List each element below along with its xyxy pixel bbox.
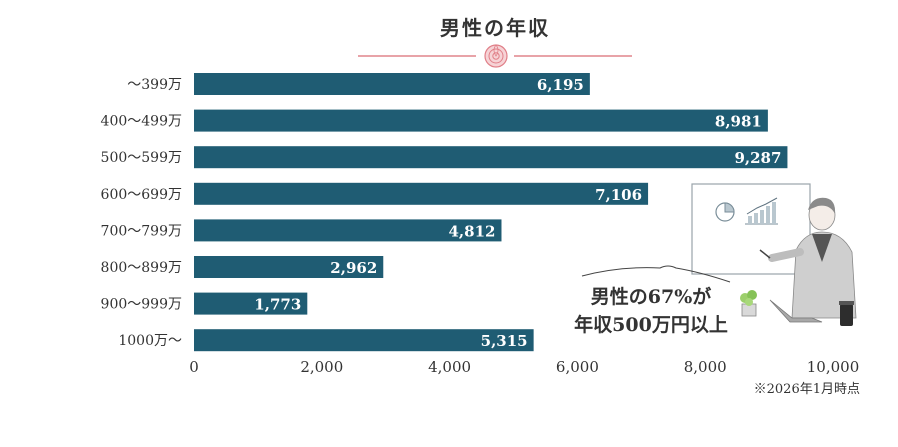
category-label: 400～499万 — [101, 114, 182, 130]
category-label: 1000万～ — [118, 333, 182, 349]
callout-line-1: 男性の67%が — [591, 285, 712, 308]
growth-chart-icon — [745, 197, 778, 225]
cup-icon — [839, 301, 854, 326]
callout-line-2: 年収500万円以上 — [574, 313, 728, 336]
x-tick-label: 8,000 — [684, 358, 727, 376]
bar-value-label: 5,315 — [481, 332, 528, 350]
bar-value-label: 4,812 — [449, 222, 496, 240]
bar-value-label: 8,981 — [715, 113, 762, 131]
bar-value-label: 7,106 — [595, 186, 642, 204]
title-divider-left — [358, 55, 476, 57]
x-tick-label: 6,000 — [556, 358, 599, 376]
bar — [194, 219, 502, 242]
category-label: 900～999万 — [101, 297, 182, 313]
x-tick-label: 0 — [189, 358, 199, 376]
bar — [194, 73, 590, 95]
bar — [194, 329, 534, 352]
bar-value-label: 1,773 — [254, 296, 301, 314]
category-label: 700～799万 — [101, 223, 182, 239]
x-tick-label: 4,000 — [428, 358, 471, 376]
bar — [194, 292, 308, 315]
chart-title: 男性の年収 — [440, 16, 550, 40]
title-divider-right — [514, 55, 632, 57]
category-label: 800～899万 — [101, 260, 182, 276]
bar — [194, 109, 768, 132]
laptop-icon — [769, 299, 823, 323]
person-figure — [759, 197, 857, 319]
callout-bracket — [581, 265, 731, 283]
date-note: ※2026年1月時点 — [753, 382, 860, 397]
x-tick-label: 10,000 — [807, 358, 860, 376]
presenter-illustration: 男性の67%が 年収500万円以上 — [574, 183, 857, 336]
bar — [194, 182, 649, 205]
whiteboard — [691, 183, 811, 275]
bar-value-label: 2,962 — [330, 259, 377, 277]
x-tick-label: 2,000 — [300, 358, 343, 376]
pie-chart-icon — [715, 202, 735, 222]
flower-icon — [484, 44, 508, 68]
plant-icon — [740, 290, 757, 317]
bar — [194, 146, 788, 169]
bar-value-label: 9,287 — [734, 149, 781, 167]
category-label: 600～699万 — [101, 187, 182, 203]
category-label: 500～599万 — [101, 150, 182, 166]
category-label: ～399万 — [127, 77, 182, 93]
bar-value-label: 6,195 — [537, 76, 584, 94]
bar — [194, 256, 384, 278]
